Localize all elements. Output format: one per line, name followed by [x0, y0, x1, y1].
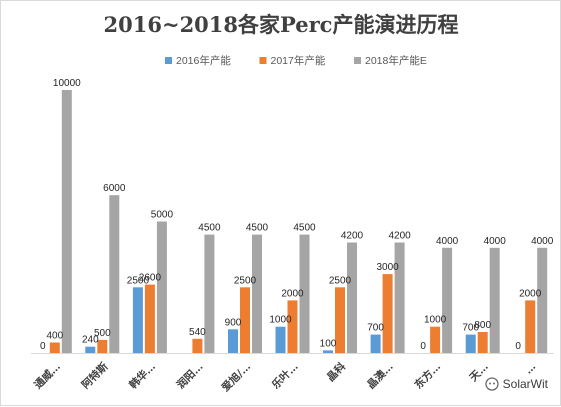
- bar-2-0: [61, 90, 72, 353]
- data-label-2-7: 4200: [388, 231, 411, 242]
- data-label-0-10: 0: [515, 341, 521, 352]
- category-labels: 通威… 阿特斯 韩华… 润阳… 爱旭/… 乐叶… 晶科 晶澳… 东方… 天……: [31, 360, 538, 395]
- data-label-2-0: 10000: [53, 78, 81, 89]
- category-label-7: 晶澳…: [364, 360, 395, 391]
- bar-2-10: [537, 247, 548, 353]
- data-label-2-6: 4200: [341, 231, 364, 242]
- legend-label-0: 2016年产能: [176, 54, 231, 67]
- data-label-0-6: 100: [320, 338, 337, 349]
- bar-1-9: [477, 332, 488, 353]
- bar-2-9: [489, 247, 500, 353]
- bar-1-2: [144, 284, 155, 353]
- category-label-3: 润阳…: [174, 360, 205, 391]
- bar-2-2: [156, 221, 167, 353]
- data-label-1-3: 540: [189, 327, 206, 338]
- bar-1-6: [335, 287, 345, 354]
- bar-1-4: [240, 287, 250, 354]
- category-label-8: 东方…: [412, 360, 443, 391]
- data-labels: 0400100002405006000250026005000540450090…: [40, 78, 554, 352]
- category-label-6: 晶科: [324, 360, 348, 384]
- bar-1-5: [287, 300, 298, 353]
- data-label-1-5: 2000: [281, 288, 304, 299]
- data-label-1-1: 500: [94, 328, 111, 339]
- bar-0-5: [275, 326, 286, 353]
- data-label-0-9: 700: [462, 323, 479, 334]
- data-label-0-8: 0: [420, 341, 426, 352]
- legend-label-1: 2017年产能: [271, 54, 326, 67]
- bar-0-6: [323, 350, 333, 353]
- data-label-2-10: 4000: [531, 236, 554, 247]
- bar-1-1: [97, 339, 108, 354]
- data-label-2-8: 4000: [436, 236, 459, 247]
- data-label-1-8: 1000: [424, 315, 447, 326]
- category-label-2: 韩华…: [127, 360, 158, 391]
- chart-title: 2016~2018各家Perc产能演进历程: [104, 12, 459, 37]
- data-label-0-5: 1000: [269, 315, 292, 326]
- bar-1-8: [430, 326, 441, 353]
- bar-0-1: [85, 346, 96, 353]
- bar-1-3: [192, 338, 203, 353]
- watermark-text: SolarWit: [502, 377, 548, 391]
- legend-swatch-0: [165, 57, 172, 64]
- category-label-10: …: [522, 361, 538, 377]
- data-label-1-2: 2600: [139, 273, 162, 284]
- bar-2-7: [394, 242, 405, 353]
- bar-1-0: [49, 342, 60, 353]
- data-label-2-5: 4500: [293, 223, 316, 234]
- wechat-icon: [485, 377, 499, 391]
- category-label-0: 通威…: [31, 360, 62, 391]
- data-label-2-3: 4500: [198, 223, 221, 234]
- bar-0-9: [465, 334, 476, 353]
- watermark: SolarWit: [485, 377, 548, 391]
- bar-0-7: [370, 334, 381, 353]
- bar-1-10: [525, 300, 536, 353]
- data-label-1-0: 400: [46, 331, 63, 342]
- legend: 2016年产能 2017年产能 2018年产能E: [165, 54, 427, 67]
- bar-0-4: [228, 329, 238, 353]
- data-label-2-4: 4500: [246, 223, 269, 234]
- data-label-0-4: 900: [225, 317, 242, 328]
- data-label-0-0: 0: [40, 341, 46, 352]
- category-label-1: 阿特斯: [79, 360, 111, 392]
- legend-label-2: 2018年产能E: [365, 54, 427, 67]
- bars: [49, 90, 548, 354]
- bar-0-2: [132, 287, 143, 354]
- legend-swatch-1: [259, 57, 267, 64]
- data-label-1-7: 3000: [376, 262, 399, 273]
- data-label-2-9: 4000: [484, 236, 507, 247]
- data-label-1-9: 800: [474, 320, 491, 331]
- category-label-5: 乐叶…: [269, 360, 300, 391]
- bar-2-8: [442, 247, 453, 353]
- bar-2-5: [299, 234, 310, 353]
- category-label-4: 爱旭/…: [219, 360, 253, 394]
- bar-2-1: [109, 195, 120, 353]
- data-label-1-4: 2500: [234, 275, 257, 286]
- legend-swatch-2: [354, 57, 361, 64]
- data-label-0-2: 2500: [127, 275, 150, 286]
- data-label-0-7: 700: [367, 323, 384, 334]
- bar-1-7: [382, 274, 393, 353]
- bar-2-4: [252, 234, 262, 353]
- data-label-1-6: 2500: [329, 275, 352, 286]
- data-label-2-1: 6000: [103, 183, 126, 194]
- bar-2-6: [347, 242, 357, 353]
- data-label-2-2: 5000: [151, 210, 174, 221]
- data-label-1-10: 2000: [519, 288, 542, 299]
- data-label-0-1: 240: [82, 335, 99, 346]
- bar-2-3: [204, 234, 215, 353]
